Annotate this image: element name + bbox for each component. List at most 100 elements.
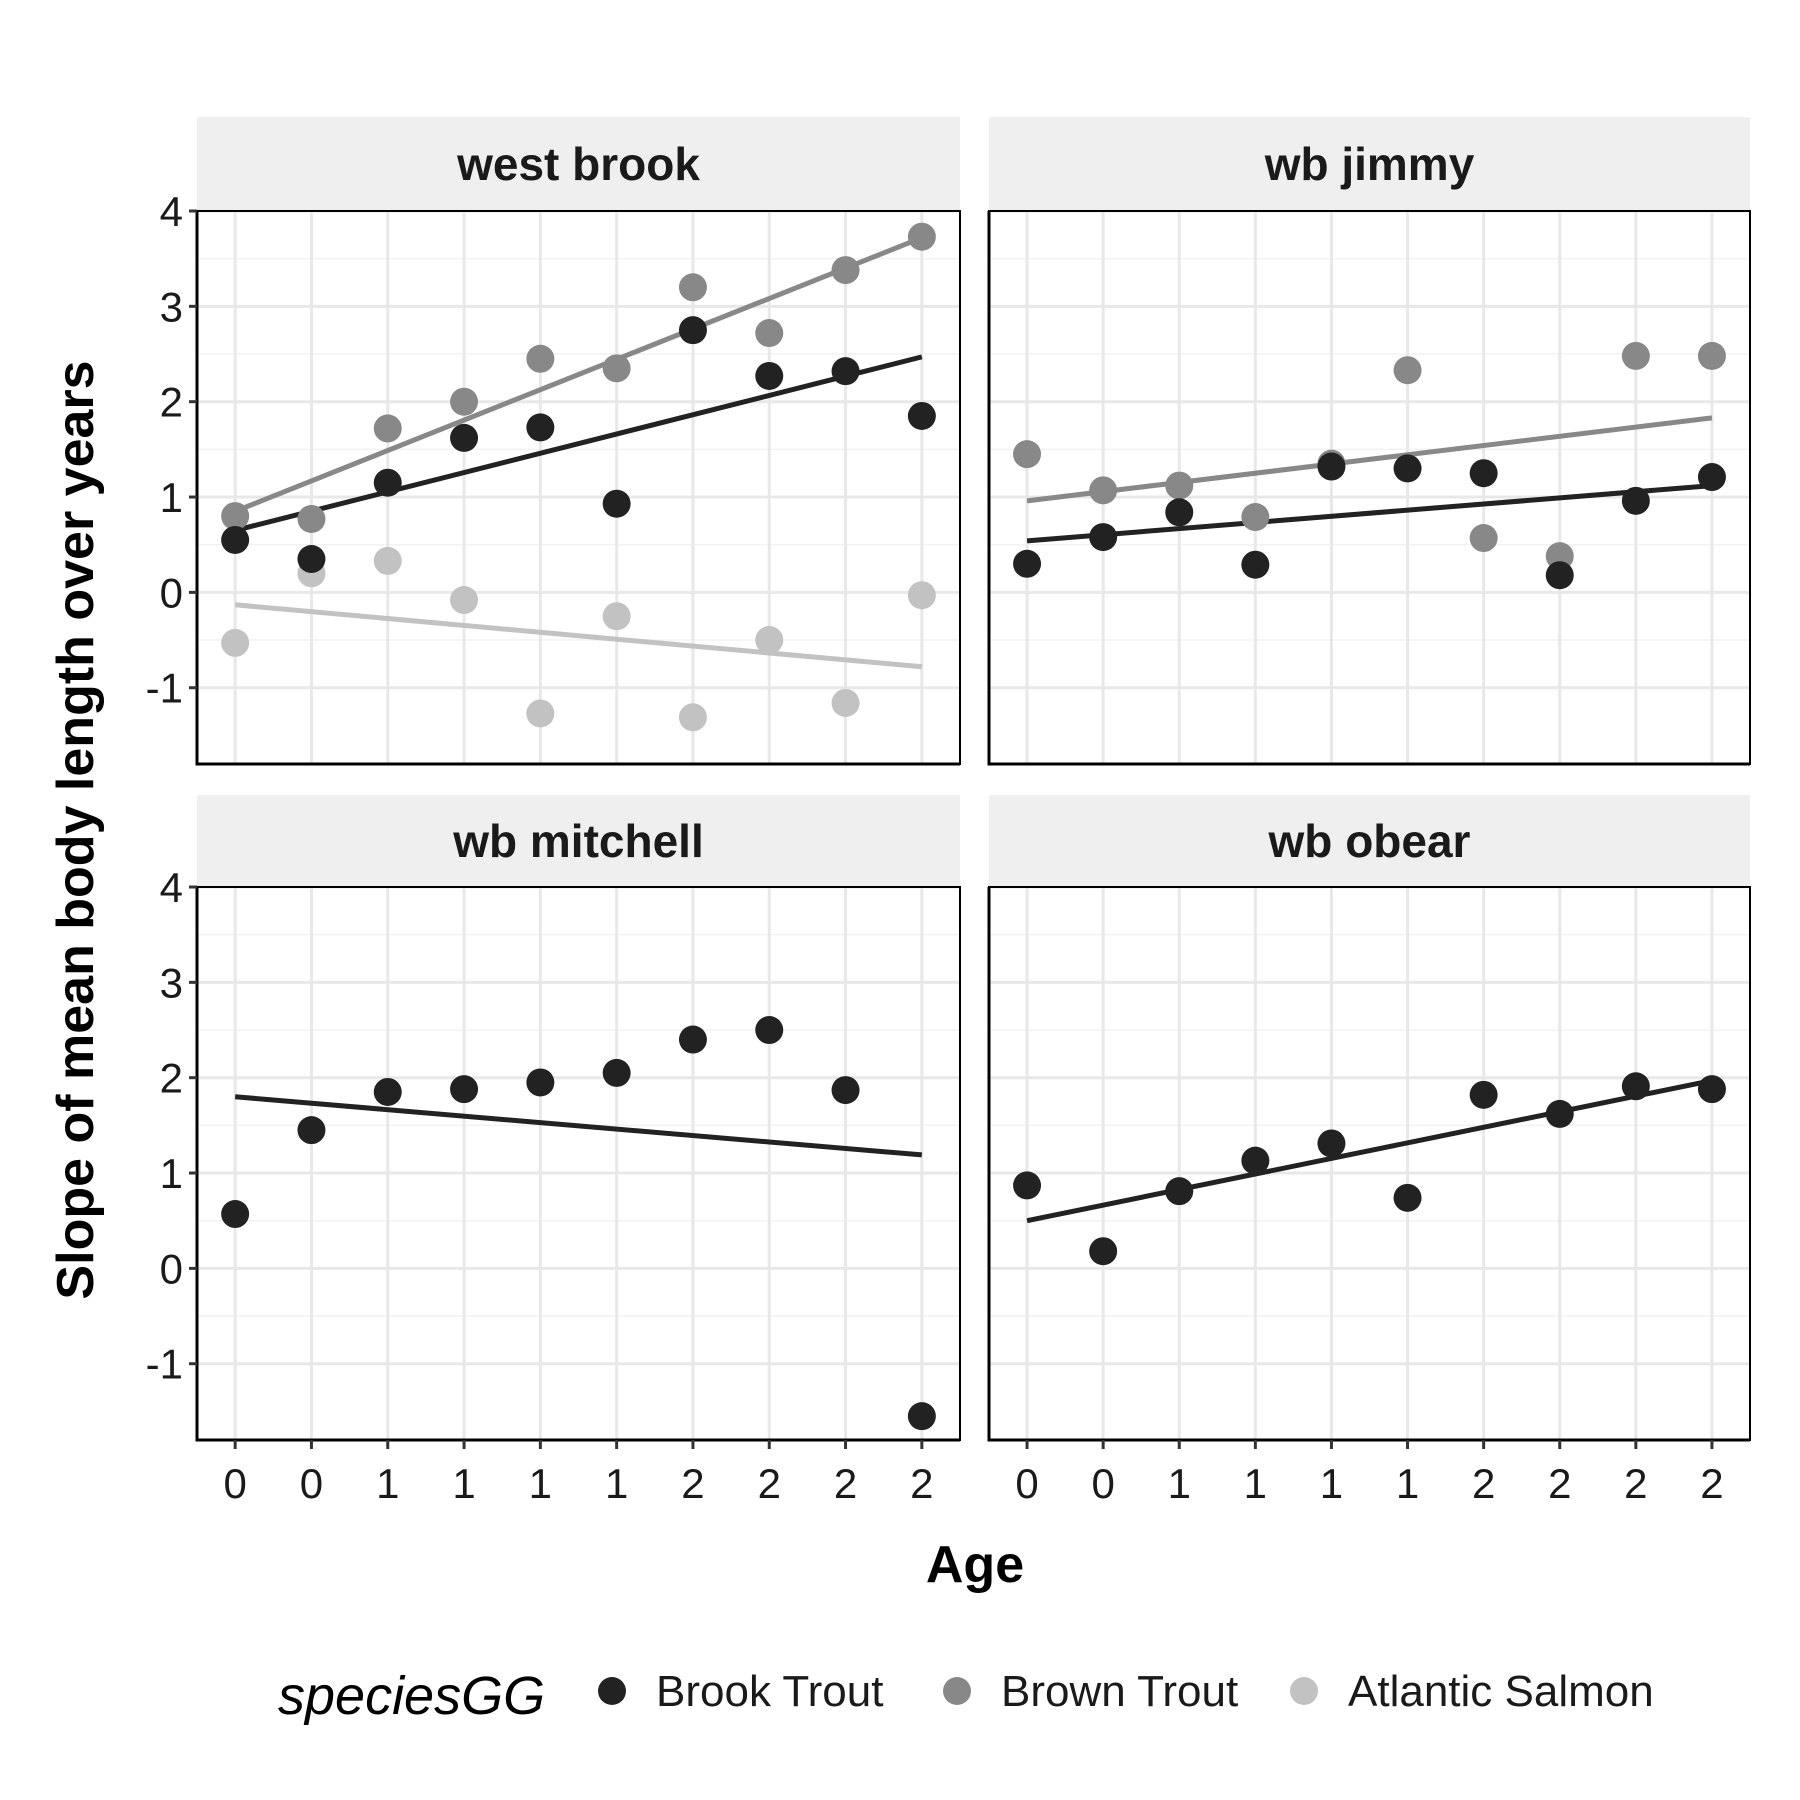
legend-entries: Brook Trout Brown Trout Atlantic Salmon	[598, 1667, 1654, 1716]
point-brook-trout	[755, 1016, 784, 1045]
point-brown-trout	[297, 504, 326, 533]
point-brown-trout	[1621, 341, 1650, 370]
x-tick-label: 2	[758, 1460, 781, 1507]
legend-label-brown-trout: Brown Trout	[1001, 1667, 1238, 1716]
y-tick-label: 4	[160, 188, 183, 235]
point-brook-trout	[373, 1077, 402, 1106]
point-brook-trout	[1621, 486, 1650, 515]
x-tick-label: 2	[1700, 1460, 1723, 1507]
legend-key-brown-trout	[943, 1677, 971, 1705]
point-brown-trout	[1241, 503, 1270, 532]
point-brown-trout	[221, 502, 250, 531]
x-tick-label: 2	[1472, 1460, 1495, 1507]
x-tick-label: 0	[300, 1460, 323, 1507]
point-brook-trout	[907, 401, 936, 430]
point-brook-trout	[1545, 1099, 1574, 1128]
y-tick-label: 3	[160, 959, 183, 1006]
fit-line-brown-trout	[1026, 415, 1713, 504]
point-brook-trout	[373, 468, 402, 497]
point-brook-trout	[1545, 561, 1574, 590]
strip-west-brook	[197, 117, 960, 211]
point-brook-trout	[831, 357, 860, 386]
legend-key-atlantic-salmon	[1290, 1677, 1318, 1705]
point-atlantic-salmon	[221, 628, 250, 657]
x-tick-label: 1	[605, 1460, 628, 1507]
x-tick-label: 2	[1624, 1460, 1647, 1507]
panels-layer: west brook -1 0 1 2 3 4 wb jimmy wb mitchell -1 0 1…	[146, 117, 1751, 1507]
point-brown-trout	[1469, 524, 1498, 553]
point-brown-trout	[1697, 341, 1726, 370]
point-brook-trout	[1241, 1146, 1270, 1175]
point-brook-trout	[678, 316, 707, 345]
strip-label-wb-jimmy: wb jimmy	[1264, 138, 1475, 190]
strip-wb-obear	[989, 795, 1750, 887]
y-tick-label: -1	[146, 1341, 183, 1388]
x-tick-label: 1	[1244, 1460, 1267, 1507]
point-atlantic-salmon	[526, 699, 555, 728]
point-brown-trout	[755, 319, 784, 348]
panel-wb-jimmy: wb jimmy	[987, 117, 1751, 766]
point-brook-trout	[1089, 1237, 1118, 1266]
point-brook-trout	[221, 1200, 250, 1229]
fit-line-atlantic-salmon	[234, 602, 923, 670]
point-brook-trout	[1317, 1129, 1346, 1158]
panel-west-brook: west brook -1 0 1 2 3 4	[146, 117, 961, 766]
point-brook-trout	[1013, 549, 1042, 578]
y-tick-label: 0	[160, 569, 183, 616]
point-brook-trout	[450, 1075, 479, 1104]
fit-line-brown-trout	[234, 235, 923, 514]
y-tick-label: 1	[160, 474, 183, 521]
point-brook-trout	[450, 423, 479, 452]
fit-line-brook-trout	[1026, 1078, 1713, 1224]
point-brown-trout	[1089, 476, 1118, 505]
fit-line-brook-trout	[234, 354, 923, 533]
point-brook-trout	[526, 413, 555, 442]
point-brook-trout	[678, 1025, 707, 1054]
strip-label-west-brook: west brook	[456, 138, 700, 190]
y-tick-label: -1	[146, 665, 183, 712]
y-tick-label: 2	[160, 1055, 183, 1102]
point-brook-trout	[907, 1402, 936, 1431]
legend-title: speciesGG	[278, 1666, 545, 1726]
point-atlantic-salmon	[755, 626, 784, 655]
fit-line-brook-trout	[1026, 483, 1713, 544]
point-brook-trout	[1165, 498, 1194, 527]
point-brook-trout	[1393, 1183, 1422, 1212]
point-atlantic-salmon	[831, 688, 860, 717]
point-brown-trout	[450, 387, 479, 416]
point-brown-trout	[1013, 440, 1042, 469]
point-atlantic-salmon	[450, 586, 479, 615]
legend-label-brook-trout: Brook Trout	[656, 1667, 883, 1716]
point-brook-trout	[1165, 1177, 1194, 1206]
point-atlantic-salmon	[602, 602, 631, 631]
point-atlantic-salmon	[678, 703, 707, 732]
point-brook-trout	[1697, 1075, 1726, 1104]
point-brown-trout	[526, 344, 555, 373]
point-brook-trout	[1469, 459, 1498, 488]
panel-wb-mitchell: wb mitchell -1 0 1 2 3 4 0 0 1 1 1 1 2 2 2 2	[146, 795, 961, 1507]
point-atlantic-salmon	[907, 581, 936, 610]
x-tick-label: 1	[1320, 1460, 1343, 1507]
point-brown-trout	[1165, 471, 1194, 500]
point-brook-trout	[526, 1068, 555, 1097]
x-tick-label: 0	[223, 1460, 246, 1507]
x-tick-label: 2	[681, 1460, 704, 1507]
point-brook-trout	[1241, 550, 1270, 579]
strip-label-wb-obear: wb obear	[1268, 815, 1471, 867]
y-tick-label: 3	[160, 283, 183, 330]
y-tick-label: 1	[160, 1150, 183, 1197]
strip-label-wb-mitchell: wb mitchell	[452, 815, 703, 867]
legend-key-brook-trout	[598, 1677, 626, 1705]
legend-label-atlantic-salmon: Atlantic Salmon	[1348, 1667, 1654, 1716]
point-brook-trout	[602, 1058, 631, 1087]
x-tick-label: 0	[1015, 1460, 1038, 1507]
y-tick-label: 4	[160, 864, 183, 911]
panel-background	[197, 887, 960, 1440]
y-axis-title: Slope of mean body length over years	[47, 360, 105, 1299]
panel-wb-obear: wb obear 0 0 1 1 1 1 2 2 2 2	[987, 795, 1751, 1507]
point-brook-trout	[297, 1116, 326, 1145]
point-brook-trout	[221, 525, 250, 554]
x-tick-label: 1	[1396, 1460, 1419, 1507]
x-tick-label: 2	[834, 1460, 857, 1507]
